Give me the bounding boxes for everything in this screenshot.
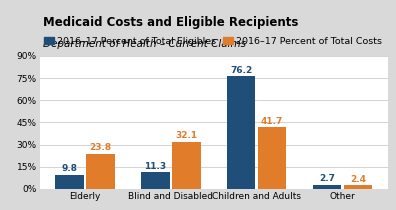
Bar — [141, 172, 169, 189]
Bar — [313, 185, 341, 189]
Bar — [344, 185, 372, 189]
Text: 9.8: 9.8 — [62, 164, 78, 173]
Text: 76.2: 76.2 — [230, 66, 252, 75]
Text: 11.3: 11.3 — [145, 161, 167, 171]
Bar — [86, 154, 115, 189]
Bar — [55, 175, 84, 189]
Text: Department of Health – Current Claims: Department of Health – Current Claims — [43, 39, 246, 49]
Text: 2.4: 2.4 — [350, 175, 366, 184]
Bar — [227, 76, 255, 189]
Text: 32.1: 32.1 — [175, 131, 198, 140]
Text: 23.8: 23.8 — [89, 143, 112, 152]
Text: 41.7: 41.7 — [261, 117, 284, 126]
Legend: 2016–17 Percent of Total Eligibles, 2016–17 Percent of Total Costs: 2016–17 Percent of Total Eligibles, 2016… — [44, 37, 382, 46]
Bar — [258, 127, 286, 189]
Text: Medicaid Costs and Eligible Recipients: Medicaid Costs and Eligible Recipients — [43, 16, 299, 29]
Text: 2.7: 2.7 — [319, 174, 335, 183]
Bar — [172, 142, 200, 189]
